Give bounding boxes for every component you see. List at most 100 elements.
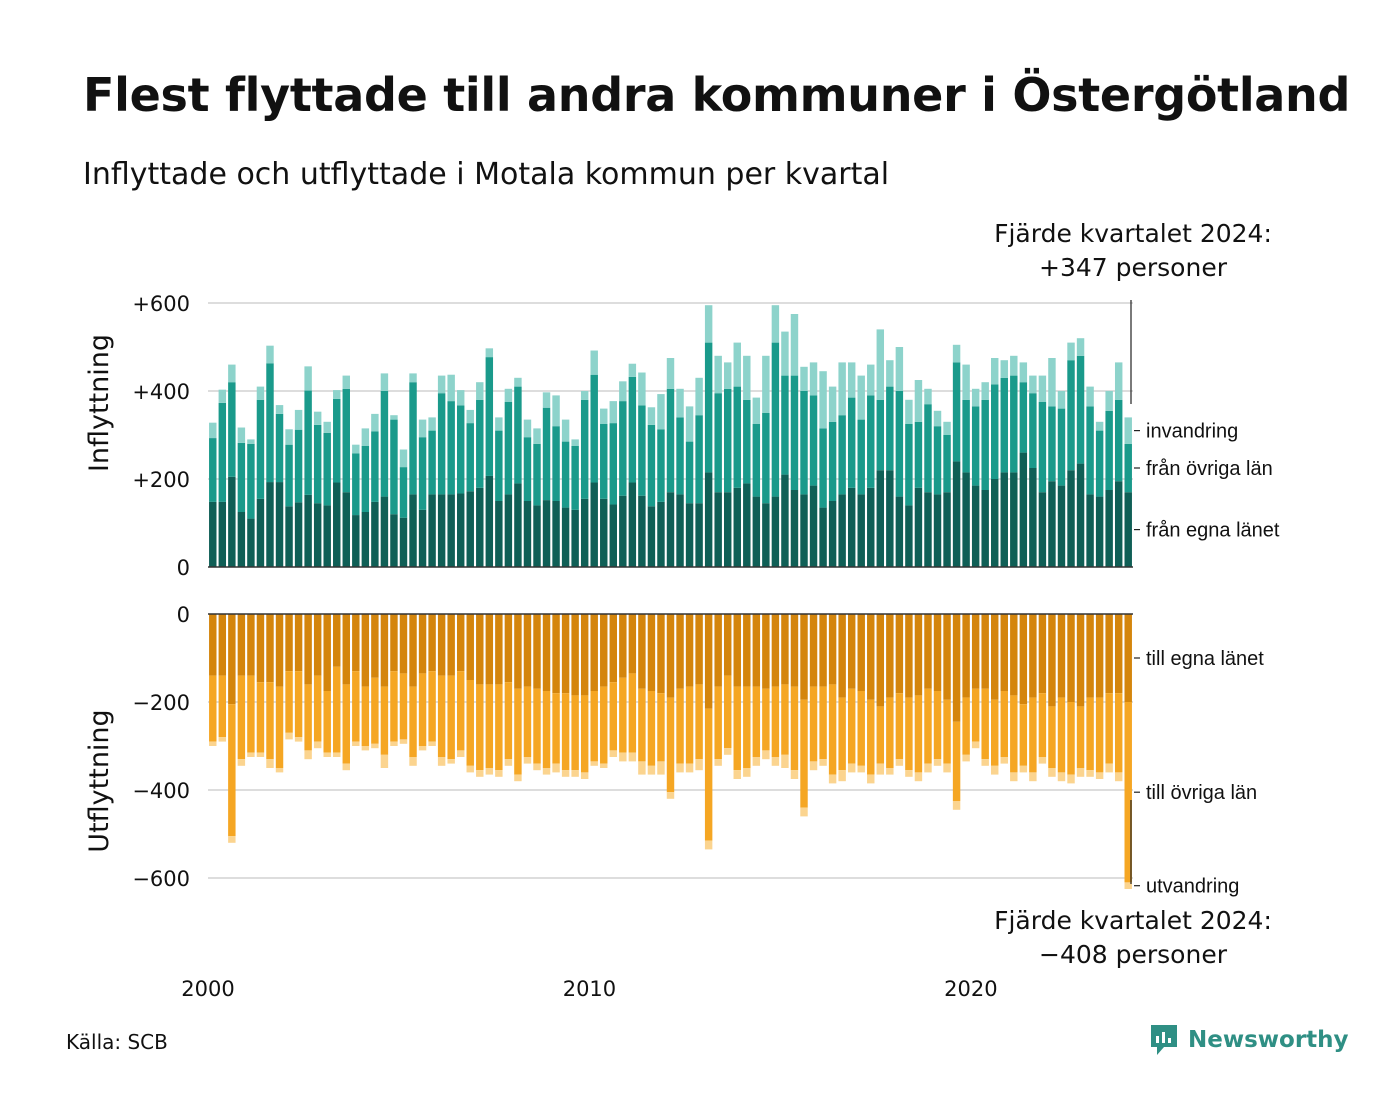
bar-inflyttning: [256, 386, 265, 400]
bar-utflyttning: [781, 754, 789, 768]
bar-utflyttning: [981, 688, 989, 760]
bar-inflyttning: [685, 406, 694, 442]
bar-utflyttning: [380, 614, 389, 687]
bar-inflyttning: [1019, 382, 1028, 453]
bar-utflyttning: [504, 759, 513, 766]
bar-utflyttning: [256, 682, 265, 753]
bar-inflyttning: [886, 386, 894, 471]
bar-utflyttning: [838, 614, 846, 698]
bar-inflyttning: [914, 487, 923, 567]
bar-utflyttning: [390, 671, 398, 742]
bar-utflyttning: [1029, 772, 1037, 782]
bar-utflyttning: [714, 759, 722, 766]
bar-utflyttning: [399, 673, 408, 740]
bar-inflyttning: [237, 512, 246, 567]
bar-inflyttning: [218, 501, 227, 567]
bar-inflyttning: [1086, 386, 1094, 407]
bar-inflyttning: [1000, 472, 1008, 567]
annotation-bottom: Fjärde kvartalet 2024: −408 personer: [953, 904, 1313, 972]
axis-layer: 0 +200 +400 +600 0 −200 −400 −600 från egna läne…: [84, 292, 1280, 1001]
bar-utflyttning: [237, 675, 246, 760]
bar-inflyttning: [971, 388, 980, 407]
bar-utflyttning: [409, 757, 417, 766]
bar-utflyttning: [275, 614, 284, 687]
bar-inflyttning: [743, 399, 751, 484]
bar-inflyttning: [905, 399, 913, 424]
bar-inflyttning: [285, 444, 293, 507]
legend-label-utflyttning: till egna länet: [1146, 648, 1264, 670]
bar-inflyttning: [1095, 421, 1104, 431]
bar-inflyttning: [437, 375, 446, 394]
bar-inflyttning: [495, 501, 503, 567]
bar-inflyttning: [962, 364, 970, 400]
bar-inflyttning: [714, 393, 722, 493]
bar-inflyttning: [533, 428, 541, 444]
bar-inflyttning: [876, 470, 885, 567]
bar-inflyttning: [580, 498, 589, 567]
bar-inflyttning: [390, 415, 398, 420]
bar-utflyttning: [533, 763, 541, 771]
bar-inflyttning: [666, 492, 675, 567]
bar-inflyttning: [456, 390, 465, 406]
bar-utflyttning: [676, 763, 684, 773]
bar-utflyttning: [294, 671, 303, 738]
bar-inflyttning: [1029, 393, 1037, 468]
bar-inflyttning: [714, 355, 722, 394]
bar-utflyttning: [971, 688, 980, 742]
bar-inflyttning: [342, 375, 350, 389]
bar-inflyttning: [809, 485, 818, 567]
bar-utflyttning: [666, 697, 675, 793]
ytick-label-bottom: −200: [132, 691, 190, 715]
bar-inflyttning: [1076, 463, 1085, 567]
xtick-label: 2010: [563, 977, 616, 1001]
bar-inflyttning: [237, 427, 246, 443]
bar-inflyttning: [523, 419, 532, 438]
bar-utflyttning: [695, 684, 703, 760]
bar-inflyttning: [762, 355, 770, 413]
bar-utflyttning: [676, 614, 684, 689]
brand-logo[interactable]: Newsworthy: [1148, 1022, 1349, 1058]
bar-inflyttning: [847, 362, 856, 398]
bar-inflyttning: [542, 500, 551, 567]
bar-inflyttning: [704, 305, 713, 343]
bar-utflyttning: [1124, 614, 1132, 702]
bar-utflyttning: [561, 770, 570, 777]
bar-utflyttning: [895, 693, 904, 760]
bar-inflyttning: [943, 492, 951, 567]
bar-inflyttning: [828, 386, 837, 422]
bar-inflyttning: [1048, 481, 1056, 567]
bar-utflyttning: [1057, 697, 1066, 773]
bar-inflyttning: [209, 501, 217, 567]
bar-inflyttning: [390, 419, 398, 515]
bar-inflyttning: [666, 388, 675, 493]
bar-inflyttning: [266, 482, 274, 567]
bar-inflyttning: [418, 437, 427, 510]
ytick-label-bottom: −400: [132, 779, 190, 803]
bar-inflyttning: [628, 363, 637, 377]
bar-inflyttning: [867, 395, 875, 488]
chart-subtitle: Inflyttade och utflyttade i Motala kommu…: [83, 157, 890, 192]
bar-inflyttning: [619, 495, 627, 567]
bar-utflyttning: [228, 836, 236, 843]
bar-utflyttning: [895, 614, 904, 694]
bar-utflyttning: [1000, 691, 1008, 757]
bar-utflyttning: [619, 614, 627, 678]
bar-inflyttning: [647, 407, 656, 425]
bar-inflyttning: [1067, 360, 1075, 471]
bar-utflyttning: [380, 686, 389, 755]
bar-utflyttning: [1105, 763, 1113, 773]
bar-inflyttning: [857, 419, 865, 495]
bar-utflyttning: [724, 614, 732, 676]
bar-inflyttning: [476, 382, 484, 400]
bar-utflyttning: [743, 614, 751, 687]
bar-inflyttning: [571, 439, 579, 446]
bar-utflyttning: [371, 677, 379, 744]
bar-inflyttning: [371, 501, 379, 567]
bar-inflyttning: [800, 494, 808, 567]
bar-utflyttning: [266, 682, 274, 760]
bar-inflyttning: [561, 507, 570, 567]
bar-utflyttning: [876, 763, 885, 775]
annotation-top-line1: Fjärde kvartalet 2024:: [994, 219, 1272, 248]
bar-inflyttning: [333, 398, 341, 483]
bar-inflyttning: [533, 505, 541, 567]
